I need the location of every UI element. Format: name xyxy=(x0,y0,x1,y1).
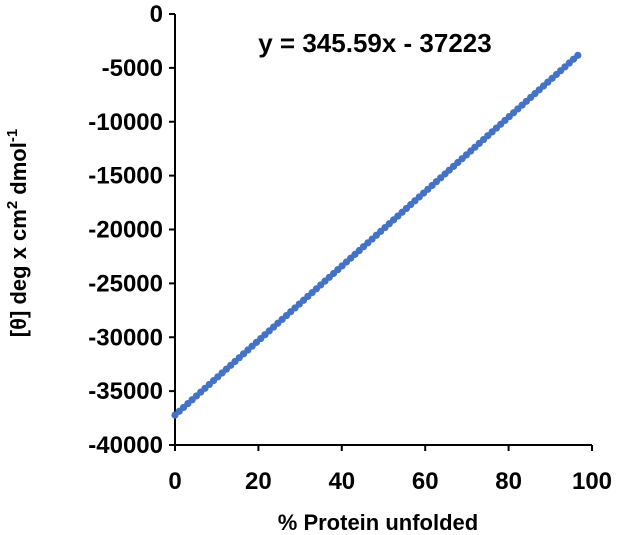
y-tick-label: -10000 xyxy=(88,109,163,136)
y-tick-label: -40000 xyxy=(88,432,163,459)
y-tick-label: 0 xyxy=(150,1,163,28)
x-tick-label: 60 xyxy=(412,468,439,495)
x-axis: 0 20 40 60 80 100 xyxy=(168,444,612,495)
y-axis-title-sup-2: 2 xyxy=(4,201,21,209)
y-tick-label: -30000 xyxy=(88,324,163,351)
y-axis: 0 -5000 -10000 -15000 -20000 -25000 -30000 -350… xyxy=(88,1,176,459)
data-points xyxy=(171,51,582,419)
y-axis-title-sup-neg1: -1 xyxy=(4,129,21,142)
data-point xyxy=(574,51,582,59)
y-tick-label: -20000 xyxy=(88,217,163,244)
x-tick-label: 40 xyxy=(328,468,355,495)
y-tick-label: -25000 xyxy=(88,270,163,297)
x-tick-label: 80 xyxy=(495,468,522,495)
y-tick-label: -15000 xyxy=(88,163,163,190)
y-axis-title: [θ] deg x cm2 dmol-1 xyxy=(4,129,31,337)
trendline-equation: y = 345.59x - 37223 xyxy=(258,28,491,58)
x-tick-label: 100 xyxy=(572,468,612,495)
x-tick-label: 0 xyxy=(168,468,181,495)
y-tick-label: -5000 xyxy=(102,55,163,82)
y-axis-title-mid: dmol xyxy=(6,142,31,201)
y-tick-label: -35000 xyxy=(88,378,163,405)
y-axis-title-main: [θ] deg x cm xyxy=(6,209,31,337)
x-tick-label: 20 xyxy=(245,468,272,495)
x-axis-title: % Protein unfolded xyxy=(278,510,478,535)
